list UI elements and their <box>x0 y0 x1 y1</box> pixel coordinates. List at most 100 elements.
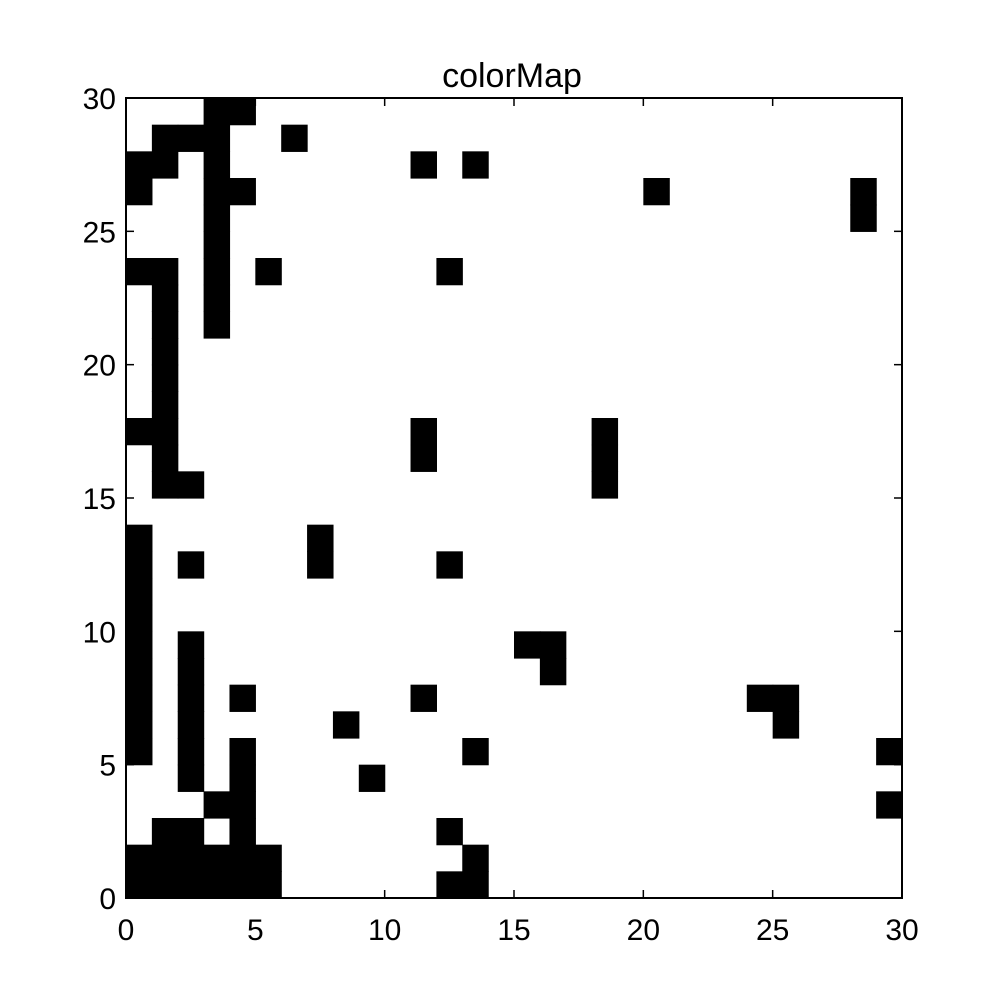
heatmap-cell <box>229 818 256 846</box>
x-tick-label: 5 <box>247 914 264 947</box>
heatmap-cell <box>229 98 256 126</box>
y-tick-label: 5 <box>99 750 116 783</box>
heatmap-cell <box>539 658 567 686</box>
heatmap-cell <box>203 98 231 126</box>
heatmap-cell <box>436 871 463 899</box>
heatmap-cell <box>203 791 231 819</box>
heatmap-cell <box>126 604 153 632</box>
heatmap-cell <box>850 204 877 232</box>
heatmap-cell <box>177 738 205 766</box>
heatmap-cell <box>177 711 205 739</box>
heatmap-cell <box>746 684 774 712</box>
heatmap-cell <box>410 151 437 179</box>
heatmap-cell <box>591 471 619 499</box>
heatmap-cell <box>126 711 153 739</box>
heatmap-cell <box>462 871 489 899</box>
heatmap-cell <box>772 711 800 739</box>
x-tick-labels: 0 5 10 15 20 25 30 <box>118 914 919 947</box>
heatmap-cell <box>126 631 153 659</box>
heatmap-cells <box>126 98 903 899</box>
heatmap-cell <box>177 471 205 499</box>
heatmap-cell <box>436 551 463 579</box>
heatmap-cell <box>151 871 179 899</box>
heatmap-cell <box>203 151 231 179</box>
heatmap-cell <box>229 844 256 872</box>
heatmap-cell <box>410 684 437 712</box>
y-tick-label: 15 <box>83 483 116 516</box>
heatmap-cell <box>203 844 231 872</box>
heatmap-cell <box>203 284 231 312</box>
heatmap-cell <box>876 791 903 819</box>
heatmap-cell <box>591 444 619 472</box>
heatmap-cell <box>126 418 153 446</box>
heatmap-cell <box>126 738 153 766</box>
heatmap-cell <box>151 818 179 846</box>
heatmap-cell <box>151 284 179 312</box>
plot-frame <box>125 97 903 899</box>
heatmap-cell <box>126 524 153 552</box>
heatmap-cell <box>332 711 360 739</box>
heatmap-cell <box>514 631 541 659</box>
heatmap-cell <box>126 684 153 712</box>
x-tick-label: 15 <box>497 914 530 947</box>
y-tick-label: 10 <box>83 616 116 649</box>
heatmap-cell <box>126 578 153 606</box>
heatmap-cell <box>229 178 256 206</box>
heatmap-cell <box>850 178 877 206</box>
heatmap-cell <box>203 311 231 339</box>
heatmap-cell <box>591 418 619 446</box>
heatmap-cell <box>358 764 386 792</box>
heatmap-cell <box>151 311 179 339</box>
heatmap-cell <box>151 151 179 179</box>
heatmap-cell <box>151 364 179 392</box>
heatmap-cell <box>177 551 205 579</box>
heatmap-cell <box>229 764 256 792</box>
heatmap-cell <box>126 151 153 179</box>
heatmap-cell <box>436 818 463 846</box>
x-tick-label: 20 <box>627 914 660 947</box>
heatmap-cell <box>126 258 153 286</box>
y-tick-label: 25 <box>83 216 116 249</box>
x-tick-label: 25 <box>756 914 789 947</box>
heatmap-cell <box>876 738 903 766</box>
heatmap-cell <box>203 124 231 152</box>
heatmap-cell <box>462 844 489 872</box>
heatmap-cell <box>436 258 463 286</box>
heatmap-cell <box>203 178 231 206</box>
heatmap-cell <box>177 684 205 712</box>
heatmap-cell <box>151 844 179 872</box>
heatmap-cell <box>126 178 153 206</box>
y-tick-label: 20 <box>83 350 116 383</box>
heatmap-cell <box>307 524 334 552</box>
heatmap-cell <box>177 658 205 686</box>
heatmap-cell <box>307 551 334 579</box>
heatmap-cell <box>462 151 489 179</box>
heatmap-cell <box>126 551 153 579</box>
heatmap-cell <box>255 844 282 872</box>
heatmap-cell <box>177 124 205 152</box>
heatmap-cell <box>229 684 256 712</box>
heatmap-cell <box>203 258 231 286</box>
heatmap-cell <box>229 738 256 766</box>
heatmap-cell <box>203 231 231 259</box>
heatmap-cell <box>410 444 437 472</box>
y-tick-labels: 0 5 10 15 20 25 30 <box>83 83 116 916</box>
heatmap-cell <box>203 871 231 899</box>
heatmap-cell <box>151 444 179 472</box>
heatmap-cell <box>229 791 256 819</box>
heatmap-cell <box>643 178 670 206</box>
heatmap-cell <box>177 871 205 899</box>
heatmap-cell <box>462 738 489 766</box>
heatmap-cell <box>772 684 800 712</box>
heatmap-cell <box>229 871 256 899</box>
x-tick-label: 10 <box>368 914 401 947</box>
heatmap-cell <box>126 658 153 686</box>
heatmap-cell <box>410 418 437 446</box>
heatmap-cell <box>151 471 179 499</box>
heatmap-cell <box>281 124 308 152</box>
heatmap-cell <box>177 844 205 872</box>
heatmap-cell <box>151 124 179 152</box>
y-tick-label: 0 <box>99 883 116 916</box>
heatmap-cell <box>151 418 179 446</box>
